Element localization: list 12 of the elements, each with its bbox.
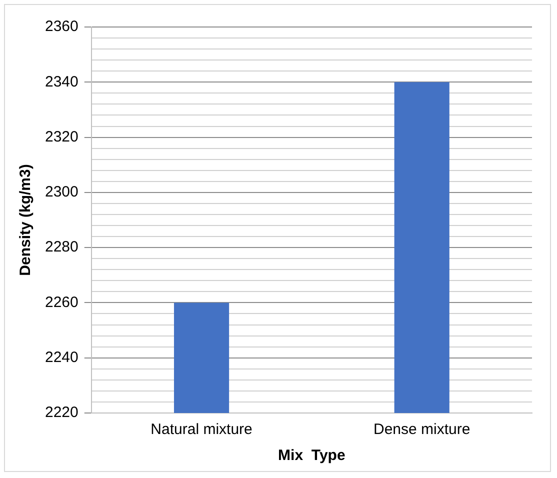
x-axis-title: Mix Type (278, 447, 346, 464)
y-tick-label: 2220 (44, 404, 78, 422)
y-tick-label: 2340 (44, 73, 78, 90)
y-tick-label: 2240 (44, 349, 78, 366)
y-tick-label: 2320 (44, 128, 78, 146)
x-tick-label: Dense mixture (373, 421, 470, 438)
y-tick-label: 2360 (44, 18, 78, 36)
x-tick-label: Natural mixture (150, 421, 252, 438)
y-tick-label: 2300 (44, 184, 78, 201)
y-tick-label: 2280 (44, 238, 78, 256)
y-tick-label: 2260 (44, 294, 78, 311)
y-axis-title: Density (kg/m3) (17, 164, 34, 276)
